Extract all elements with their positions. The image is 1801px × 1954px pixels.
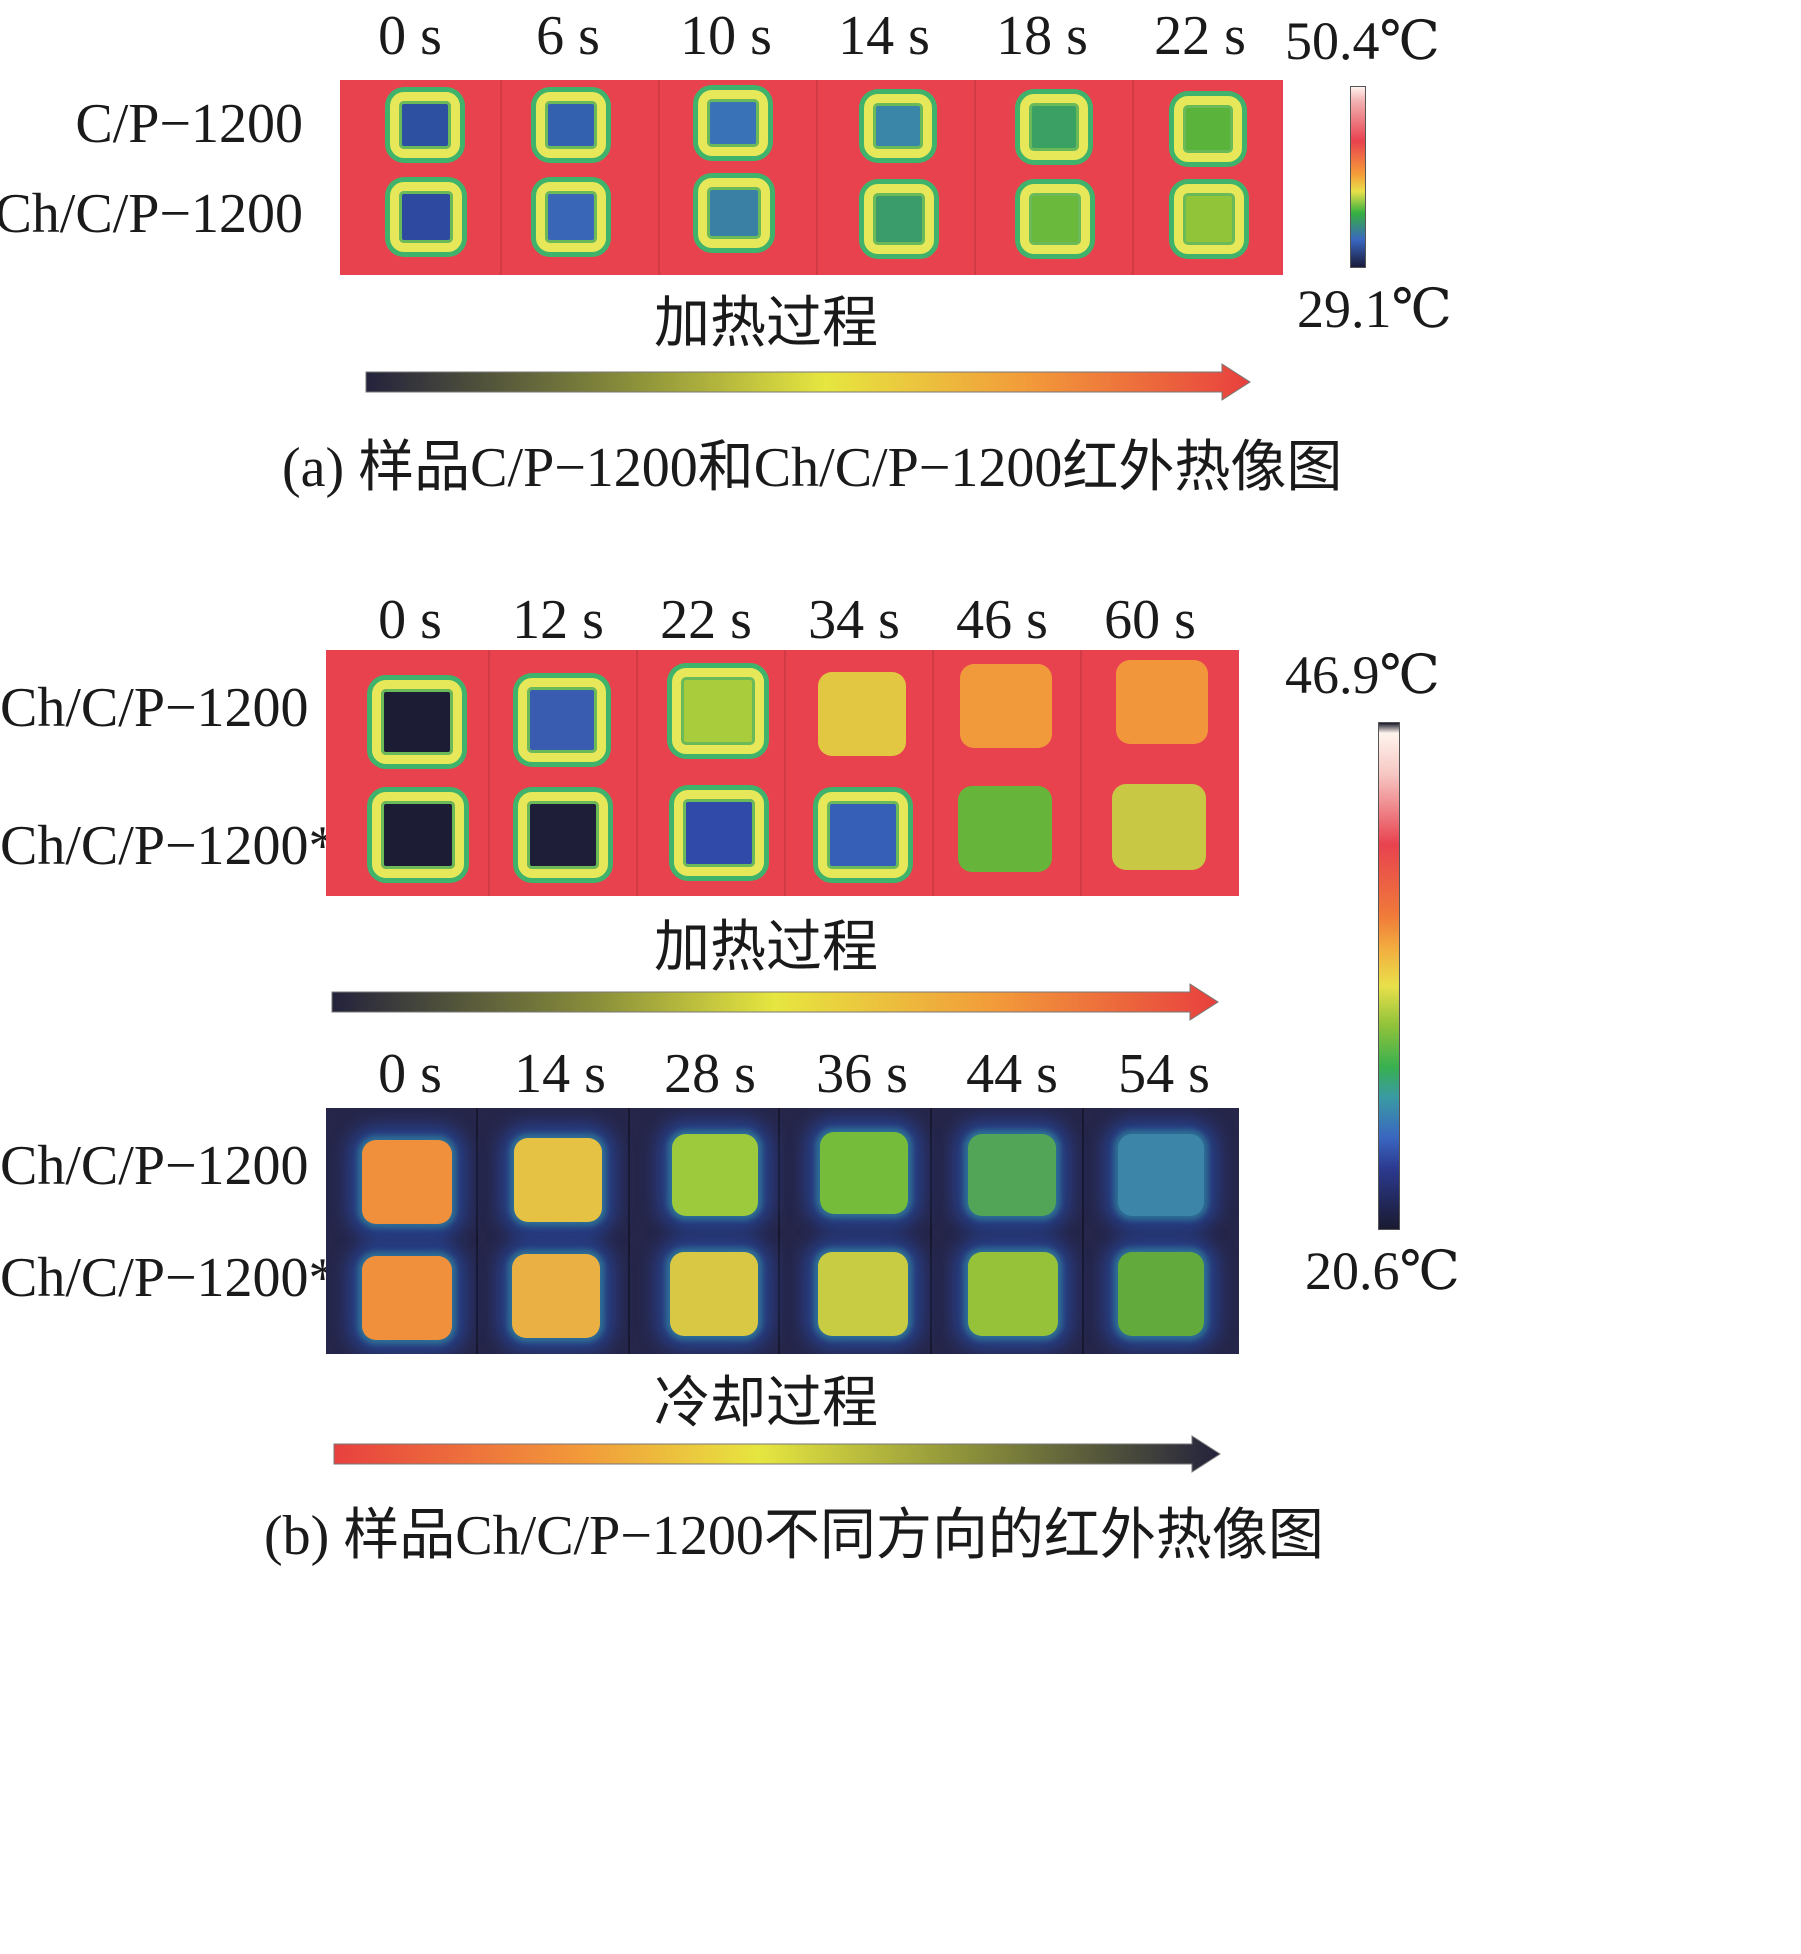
sample-square: [960, 664, 1052, 748]
sample-square: [968, 1252, 1058, 1336]
column-divider: [778, 1108, 780, 1354]
column-divider: [488, 650, 490, 896]
color-scale-bar: [1378, 722, 1400, 1230]
time-label: 44 s: [966, 1043, 1058, 1105]
column-divider: [930, 1108, 932, 1354]
thermal-image-panel: [340, 80, 1283, 275]
sample-square: [1174, 96, 1242, 162]
sample-square: [536, 182, 606, 252]
time-label: 60 s: [1104, 589, 1196, 651]
column-divider: [932, 650, 934, 896]
sample-square: [820, 1132, 908, 1214]
time-label: 46 s: [956, 589, 1048, 651]
time-label: 12 s: [512, 589, 604, 651]
process-label: 冷却过程: [654, 1373, 878, 1435]
color-scale-bar: [1350, 86, 1366, 268]
sample-square: [670, 1252, 758, 1336]
sample-square: [362, 1140, 452, 1224]
row-label: Ch/C/P−1200: [0, 1135, 309, 1197]
column-divider: [500, 80, 502, 275]
thermal-image-panel: [326, 650, 1239, 896]
sample-square: [864, 94, 932, 158]
sample-square: [514, 1138, 602, 1222]
column-divider: [658, 80, 660, 275]
row-label: C/P−1200: [75, 93, 303, 155]
column-divider: [1082, 1108, 1084, 1354]
heating-arrow: [331, 983, 1219, 1021]
sample-square: [512, 1254, 600, 1338]
sample-square: [1020, 184, 1090, 254]
time-label: 34 s: [808, 589, 900, 651]
time-label: 22 s: [1154, 5, 1246, 67]
time-label: 36 s: [816, 1043, 908, 1105]
sample-square: [390, 92, 460, 158]
time-label: 18 s: [996, 5, 1088, 67]
row-label: Ch/C/P−1200: [0, 183, 303, 245]
sample-square: [372, 680, 462, 764]
thermal-image-panel: [326, 1108, 1239, 1354]
sample-square: [958, 786, 1052, 872]
sample-square: [674, 790, 764, 876]
sample-square: [536, 92, 606, 158]
sample-square: [968, 1134, 1056, 1216]
row-label: Ch/C/P−1200*: [0, 815, 337, 877]
sample-square: [362, 1256, 452, 1340]
sample-square: [390, 182, 462, 252]
column-divider: [636, 650, 638, 896]
time-label: 10 s: [680, 5, 772, 67]
time-label: 54 s: [1118, 1043, 1210, 1105]
sample-square: [1116, 660, 1208, 744]
sample-square: [818, 672, 906, 756]
scale-max-label: 50.4℃: [1285, 11, 1440, 71]
cooling-arrow: [333, 1435, 1221, 1473]
column-divider: [476, 1108, 478, 1354]
time-label: 6 s: [536, 5, 600, 67]
time-label: 0 s: [378, 5, 442, 67]
sample-square: [698, 90, 768, 156]
time-label: 0 s: [378, 589, 442, 651]
time-label: 14 s: [514, 1043, 606, 1105]
sample-square: [1118, 1134, 1204, 1216]
figure-caption: (b) 样品Ch/C/P−1200不同方向的红外热像图: [264, 1505, 1324, 1567]
figure-caption: (a) 样品C/P−1200和Ch/C/P−1200红外热像图: [282, 437, 1343, 499]
sample-square: [672, 1134, 758, 1216]
time-label: 14 s: [838, 5, 930, 67]
sample-square: [518, 678, 606, 762]
sample-square: [518, 792, 608, 878]
sample-square: [1112, 784, 1206, 870]
time-label: 0 s: [378, 1043, 442, 1105]
sample-square: [1118, 1252, 1204, 1336]
sample-square: [698, 178, 770, 248]
time-label: 28 s: [664, 1043, 756, 1105]
column-divider: [628, 1108, 630, 1354]
time-label: 22 s: [660, 589, 752, 651]
heating-arrow: [365, 363, 1251, 401]
sample-square: [672, 668, 764, 754]
row-label: Ch/C/P−1200*: [0, 1247, 337, 1309]
sample-square: [864, 184, 934, 254]
sample-square: [1174, 184, 1244, 254]
process-label: 加热过程: [654, 293, 878, 355]
sample-square: [372, 792, 464, 878]
column-divider: [784, 650, 786, 896]
column-divider: [1080, 650, 1082, 896]
column-divider: [816, 80, 818, 275]
sample-square: [818, 792, 908, 878]
scale-min-label: 29.1℃: [1297, 279, 1452, 339]
scale-max-label: 46.9℃: [1285, 645, 1440, 705]
sample-square: [1020, 94, 1088, 160]
column-divider: [974, 80, 976, 275]
column-divider: [1132, 80, 1134, 275]
process-label: 加热过程: [654, 917, 878, 979]
scale-min-label: 20.6℃: [1305, 1241, 1460, 1301]
sample-square: [818, 1252, 908, 1336]
row-label: Ch/C/P−1200: [0, 677, 309, 739]
